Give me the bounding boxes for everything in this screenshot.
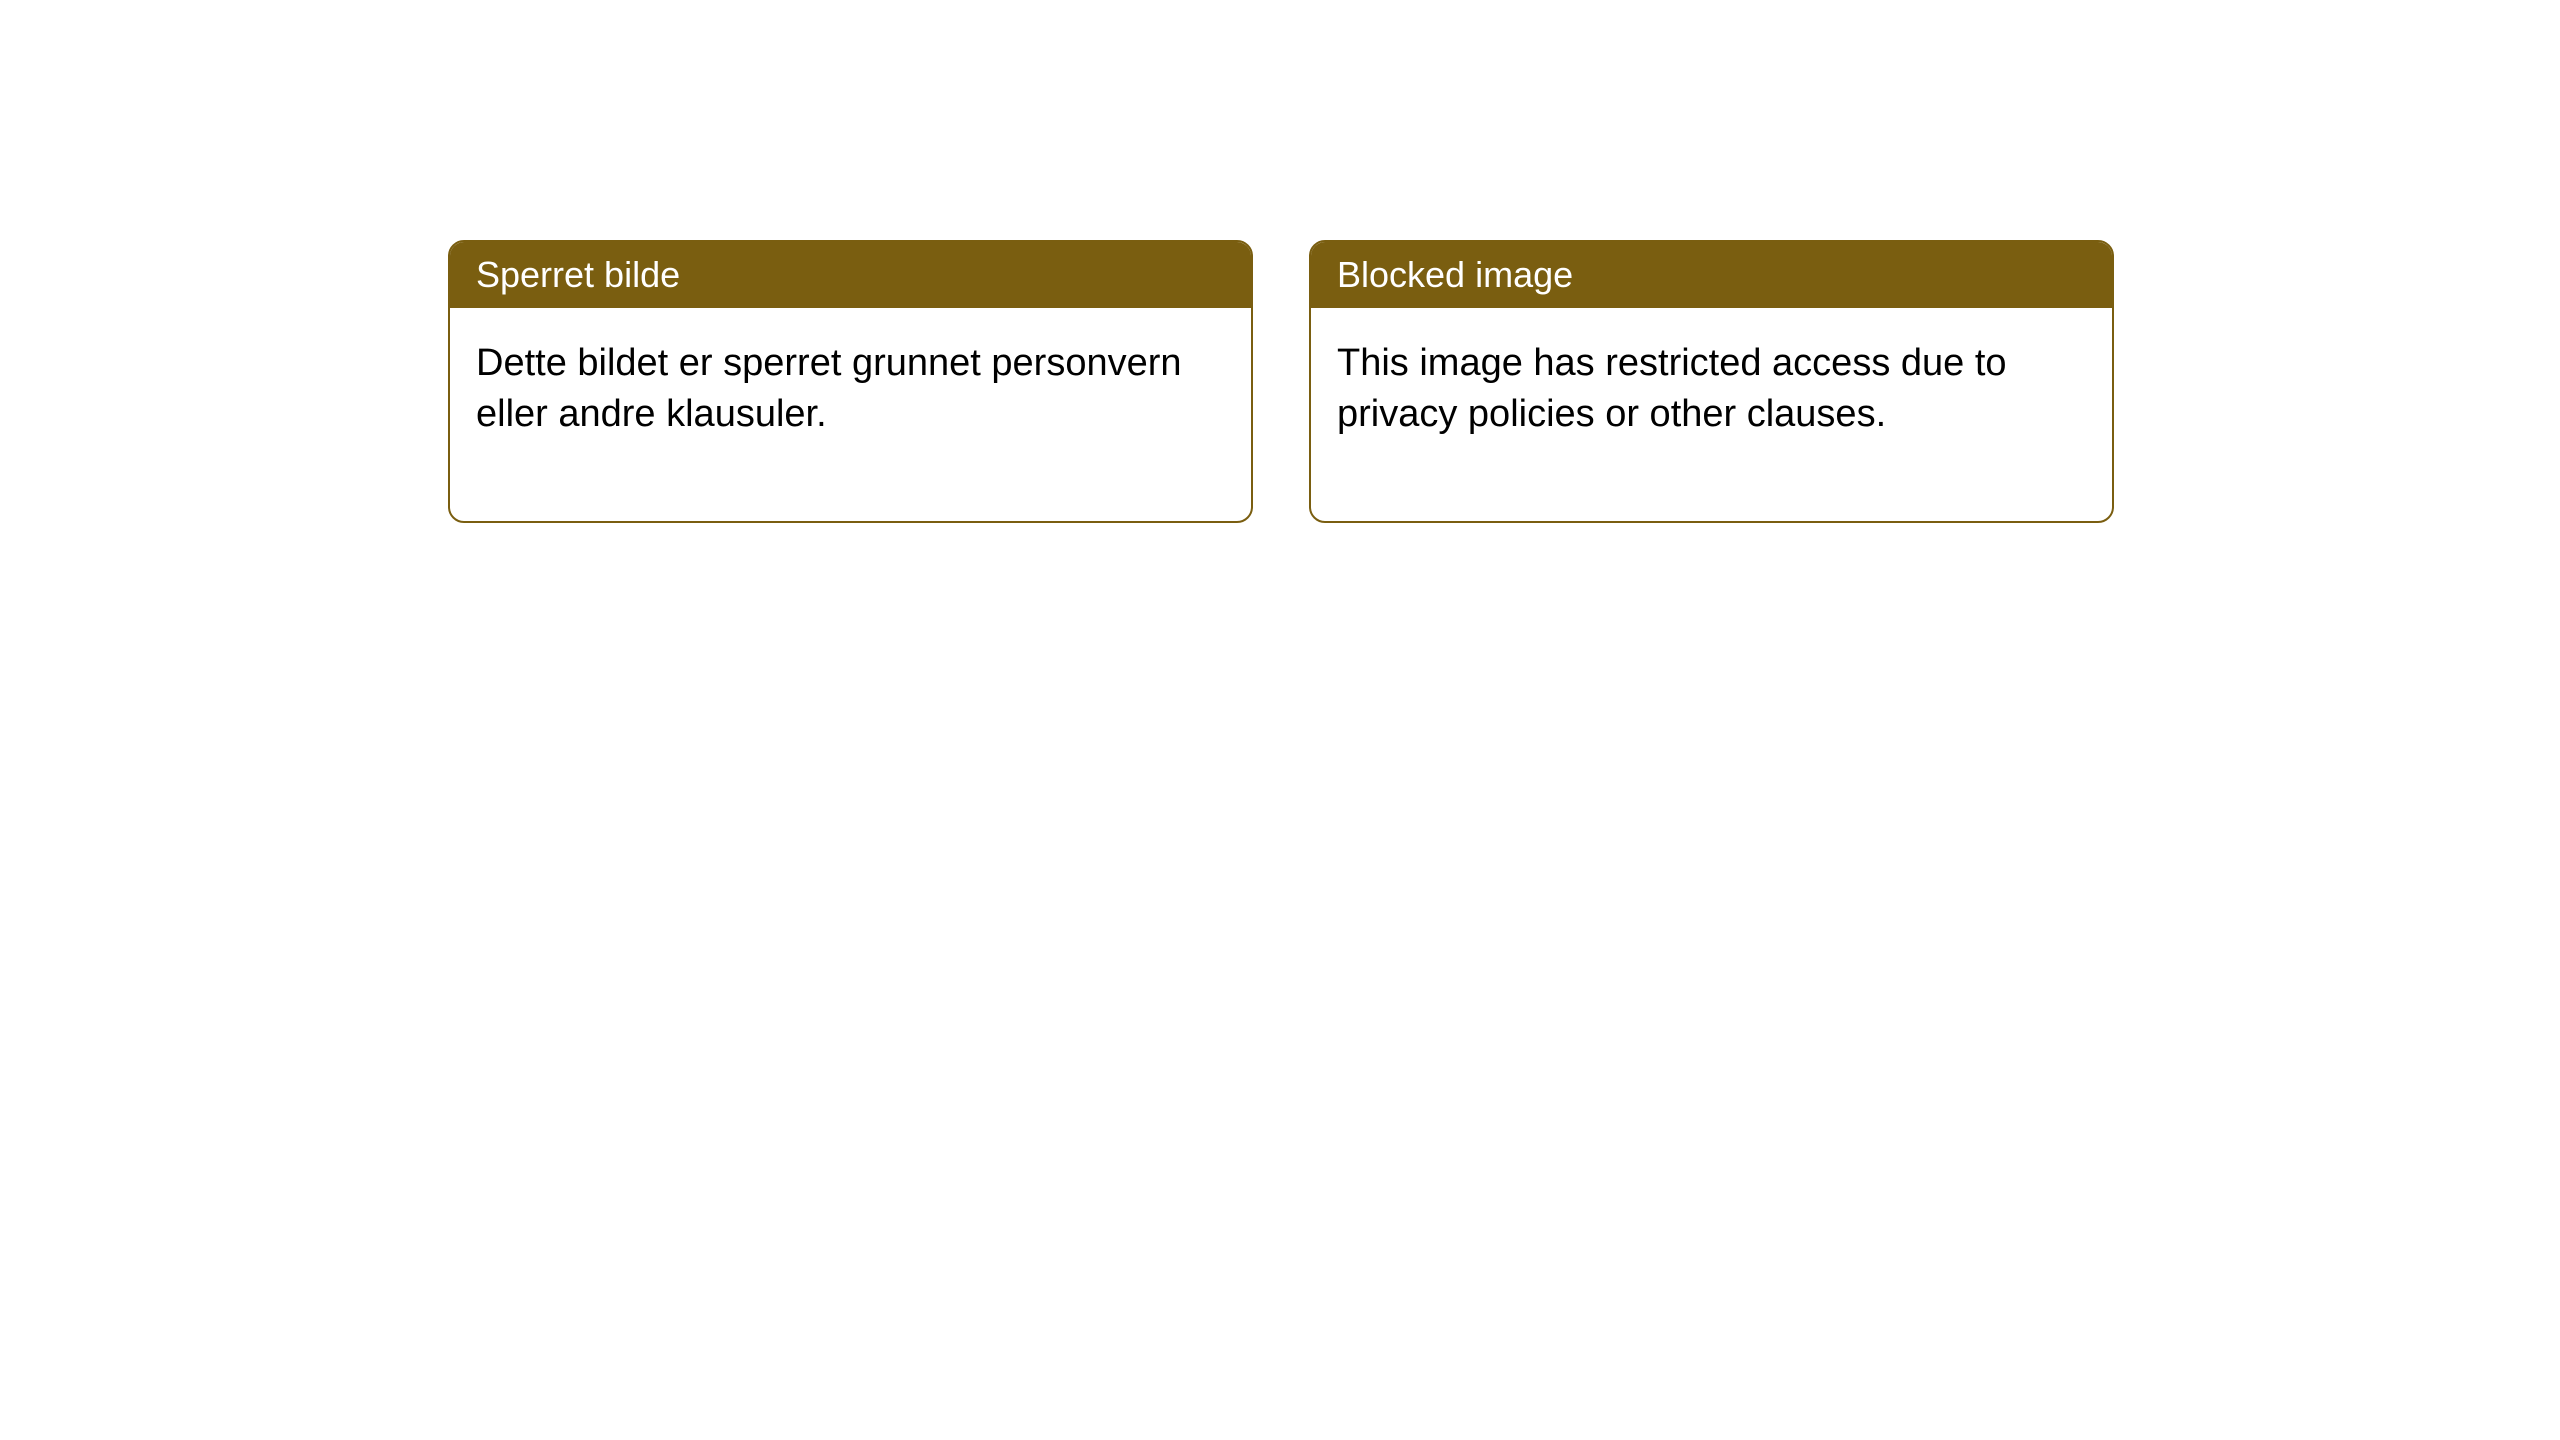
- card-header: Blocked image: [1311, 242, 2112, 308]
- card-header: Sperret bilde: [450, 242, 1251, 308]
- card-text: Dette bildet er sperret grunnet personve…: [476, 338, 1225, 441]
- card-title: Sperret bilde: [476, 254, 1225, 296]
- card-body: This image has restricted access due to …: [1311, 308, 2112, 521]
- cards-container: Sperret bilde Dette bildet er sperret gr…: [448, 240, 2114, 523]
- card-english: Blocked image This image has restricted …: [1309, 240, 2114, 523]
- card-body: Dette bildet er sperret grunnet personve…: [450, 308, 1251, 521]
- card-norwegian: Sperret bilde Dette bildet er sperret gr…: [448, 240, 1253, 523]
- card-text: This image has restricted access due to …: [1337, 338, 2086, 441]
- card-title: Blocked image: [1337, 254, 2086, 296]
